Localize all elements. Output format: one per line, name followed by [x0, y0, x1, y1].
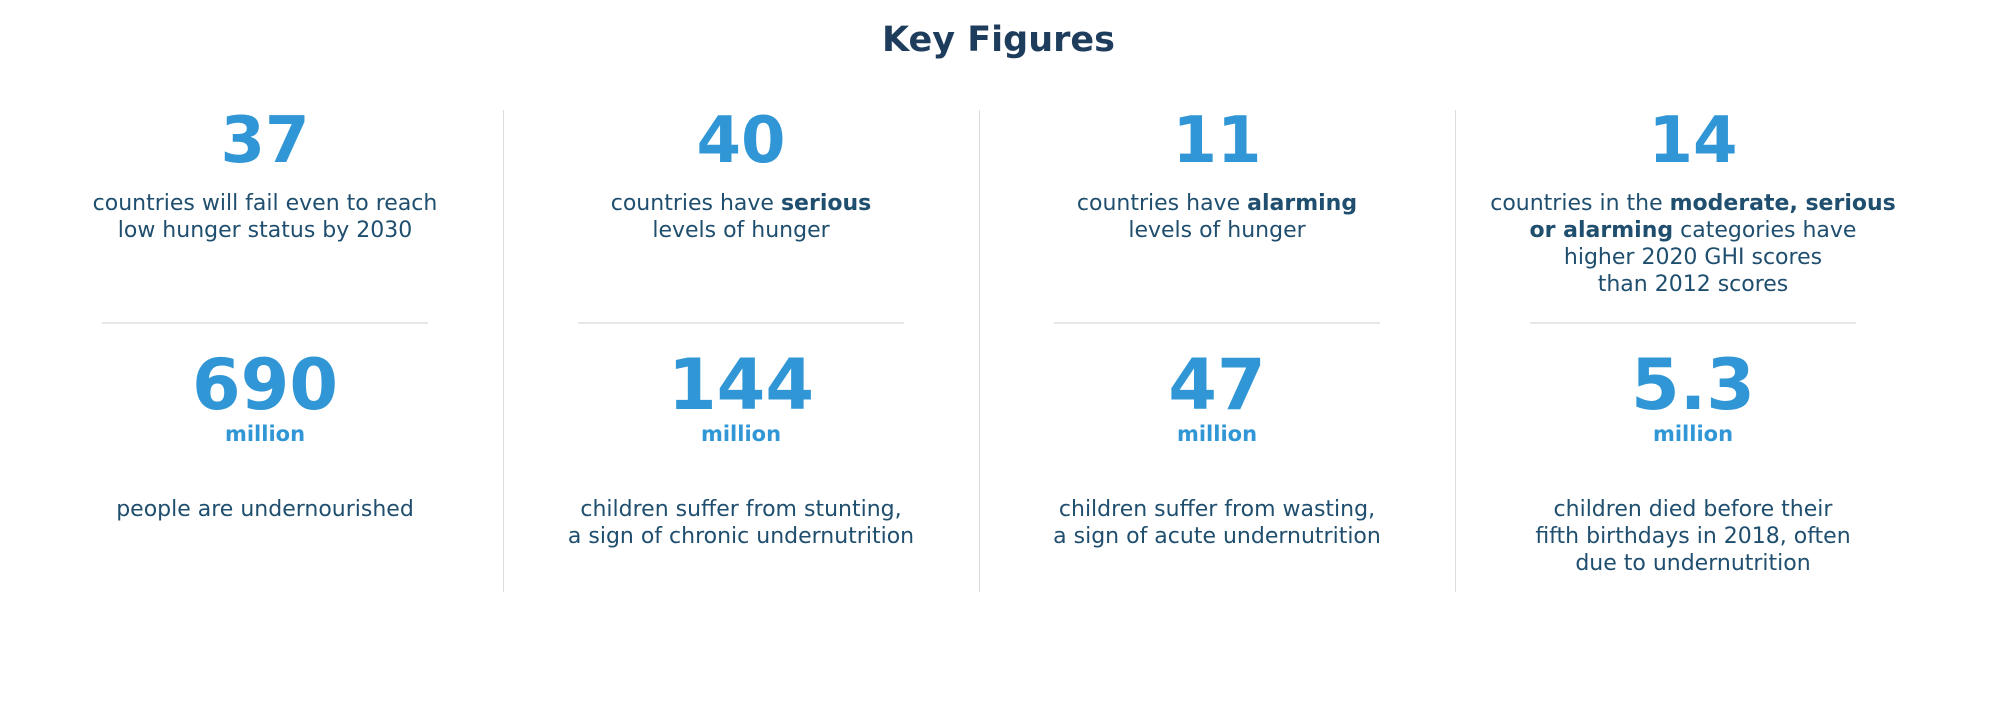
key-figures-panel: 37 countries will fail even to reach low …: [27, 82, 1931, 602]
stat-column-3: 11 countries have alarming levels of hung…: [979, 82, 1455, 602]
stat-unit: million: [1176, 422, 1258, 446]
stat-block-bottom: 5.3 million children died before their fi…: [1473, 324, 1913, 577]
stat-caption: countries have serious levels of hunger: [610, 191, 872, 244]
stat-value: 5.3: [1630, 344, 1755, 426]
stat-caption: people are undernourished: [116, 497, 414, 523]
stat-unit: million: [224, 422, 306, 446]
stat-value: 144: [667, 344, 815, 426]
stat-caption: countries will fail even to reach low hun…: [92, 191, 438, 244]
page-title: Key Figures: [882, 20, 1115, 60]
stat-value: 37: [220, 104, 310, 178]
stat-column-1: 37 countries will fail even to reach low …: [27, 82, 503, 602]
stat-value: 40: [696, 104, 786, 178]
vertical-divider: [503, 110, 504, 592]
stat-caption: children died before their fifth birthday…: [1535, 497, 1851, 577]
stat-caption: countries have alarming levels of hunger: [1076, 191, 1358, 244]
stat-block-top: 40 countries have serious levels of hunge…: [521, 82, 961, 322]
stat-block-bottom: 144 million children suffer from stuntin…: [521, 324, 961, 550]
stat-value: 690: [191, 344, 339, 426]
stat-block-top: 14 countries in the moderate, serious or …: [1473, 82, 1913, 322]
stat-unit: million: [700, 422, 782, 446]
column-divider: [102, 322, 428, 324]
column-divider: [1530, 322, 1856, 324]
stat-caption: children suffer from stunting, a sign of …: [567, 497, 915, 550]
stat-block-top: 37 countries will fail even to reach low …: [45, 82, 485, 322]
stat-column-2: 40 countries have serious levels of hunge…: [503, 82, 979, 602]
stat-value: 47: [1168, 344, 1266, 426]
vertical-divider: [1455, 110, 1456, 592]
vertical-divider: [979, 110, 980, 592]
stat-block-bottom: 47 million children suffer from wasting,…: [997, 324, 1437, 550]
column-divider: [578, 322, 904, 324]
stat-block-top: 11 countries have alarming levels of hung…: [997, 82, 1437, 322]
stat-column-4: 14 countries in the moderate, serious or …: [1455, 82, 1931, 602]
stat-value: 14: [1648, 104, 1738, 178]
column-divider: [1054, 322, 1380, 324]
stat-unit: million: [1652, 422, 1734, 446]
stat-caption: countries in the moderate, serious or ala…: [1490, 191, 1896, 298]
stat-caption: children suffer from wasting, a sign of a…: [1053, 497, 1381, 550]
stat-value: 11: [1172, 104, 1262, 178]
stat-block-bottom: 690 million people are undernourished: [45, 324, 485, 523]
